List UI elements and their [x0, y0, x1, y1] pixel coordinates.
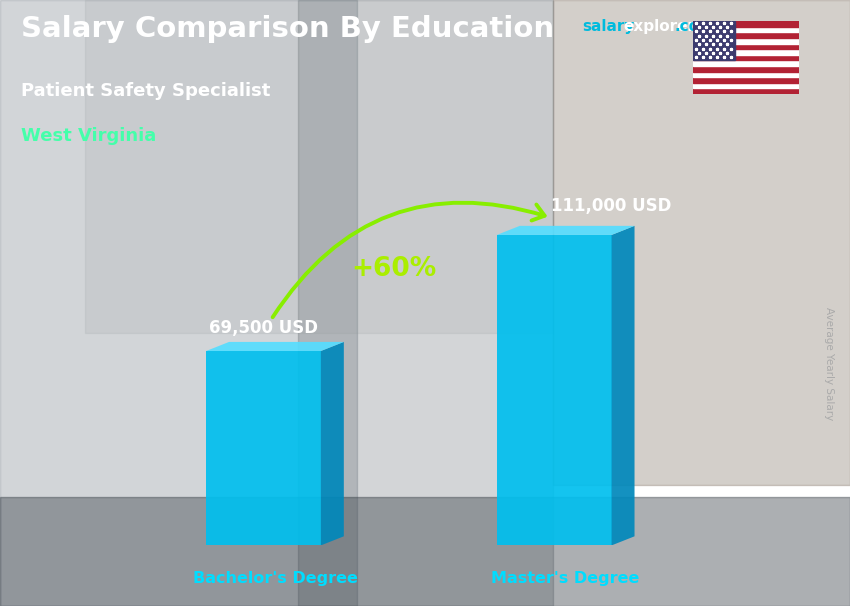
Bar [693, 77, 799, 83]
Text: Average Yearly Salary: Average Yearly Salary [824, 307, 834, 420]
Bar [0, 497, 850, 606]
Bar [298, 0, 552, 606]
Bar [693, 83, 799, 88]
Text: salary: salary [582, 19, 635, 35]
Bar [0, 0, 357, 606]
Bar [693, 27, 799, 32]
Polygon shape [496, 226, 634, 235]
Polygon shape [496, 235, 612, 545]
Bar [693, 38, 799, 44]
Polygon shape [206, 342, 343, 351]
Bar [552, 0, 850, 485]
Text: Master's Degree: Master's Degree [491, 571, 640, 585]
Text: +60%: +60% [351, 256, 436, 282]
Bar [693, 44, 799, 49]
Bar [693, 55, 799, 61]
Bar [693, 66, 799, 72]
Text: Salary Comparison By Education: Salary Comparison By Education [21, 15, 554, 43]
Bar [693, 61, 799, 66]
Text: .com: .com [674, 19, 715, 35]
Text: Patient Safety Specialist: Patient Safety Specialist [21, 82, 270, 100]
Text: 111,000 USD: 111,000 USD [552, 197, 672, 215]
Bar [693, 32, 799, 38]
Text: West Virginia: West Virginia [21, 127, 156, 145]
Polygon shape [206, 351, 320, 545]
Bar [85, 0, 552, 333]
Text: Bachelor's Degree: Bachelor's Degree [193, 571, 357, 585]
Polygon shape [320, 342, 343, 545]
Bar [693, 49, 799, 55]
Bar [693, 72, 799, 77]
Text: 69,500 USD: 69,500 USD [209, 319, 318, 337]
Bar [693, 21, 735, 61]
Text: explorer: explorer [623, 19, 695, 35]
Bar [693, 21, 799, 27]
Bar [693, 88, 799, 94]
Polygon shape [612, 226, 634, 545]
